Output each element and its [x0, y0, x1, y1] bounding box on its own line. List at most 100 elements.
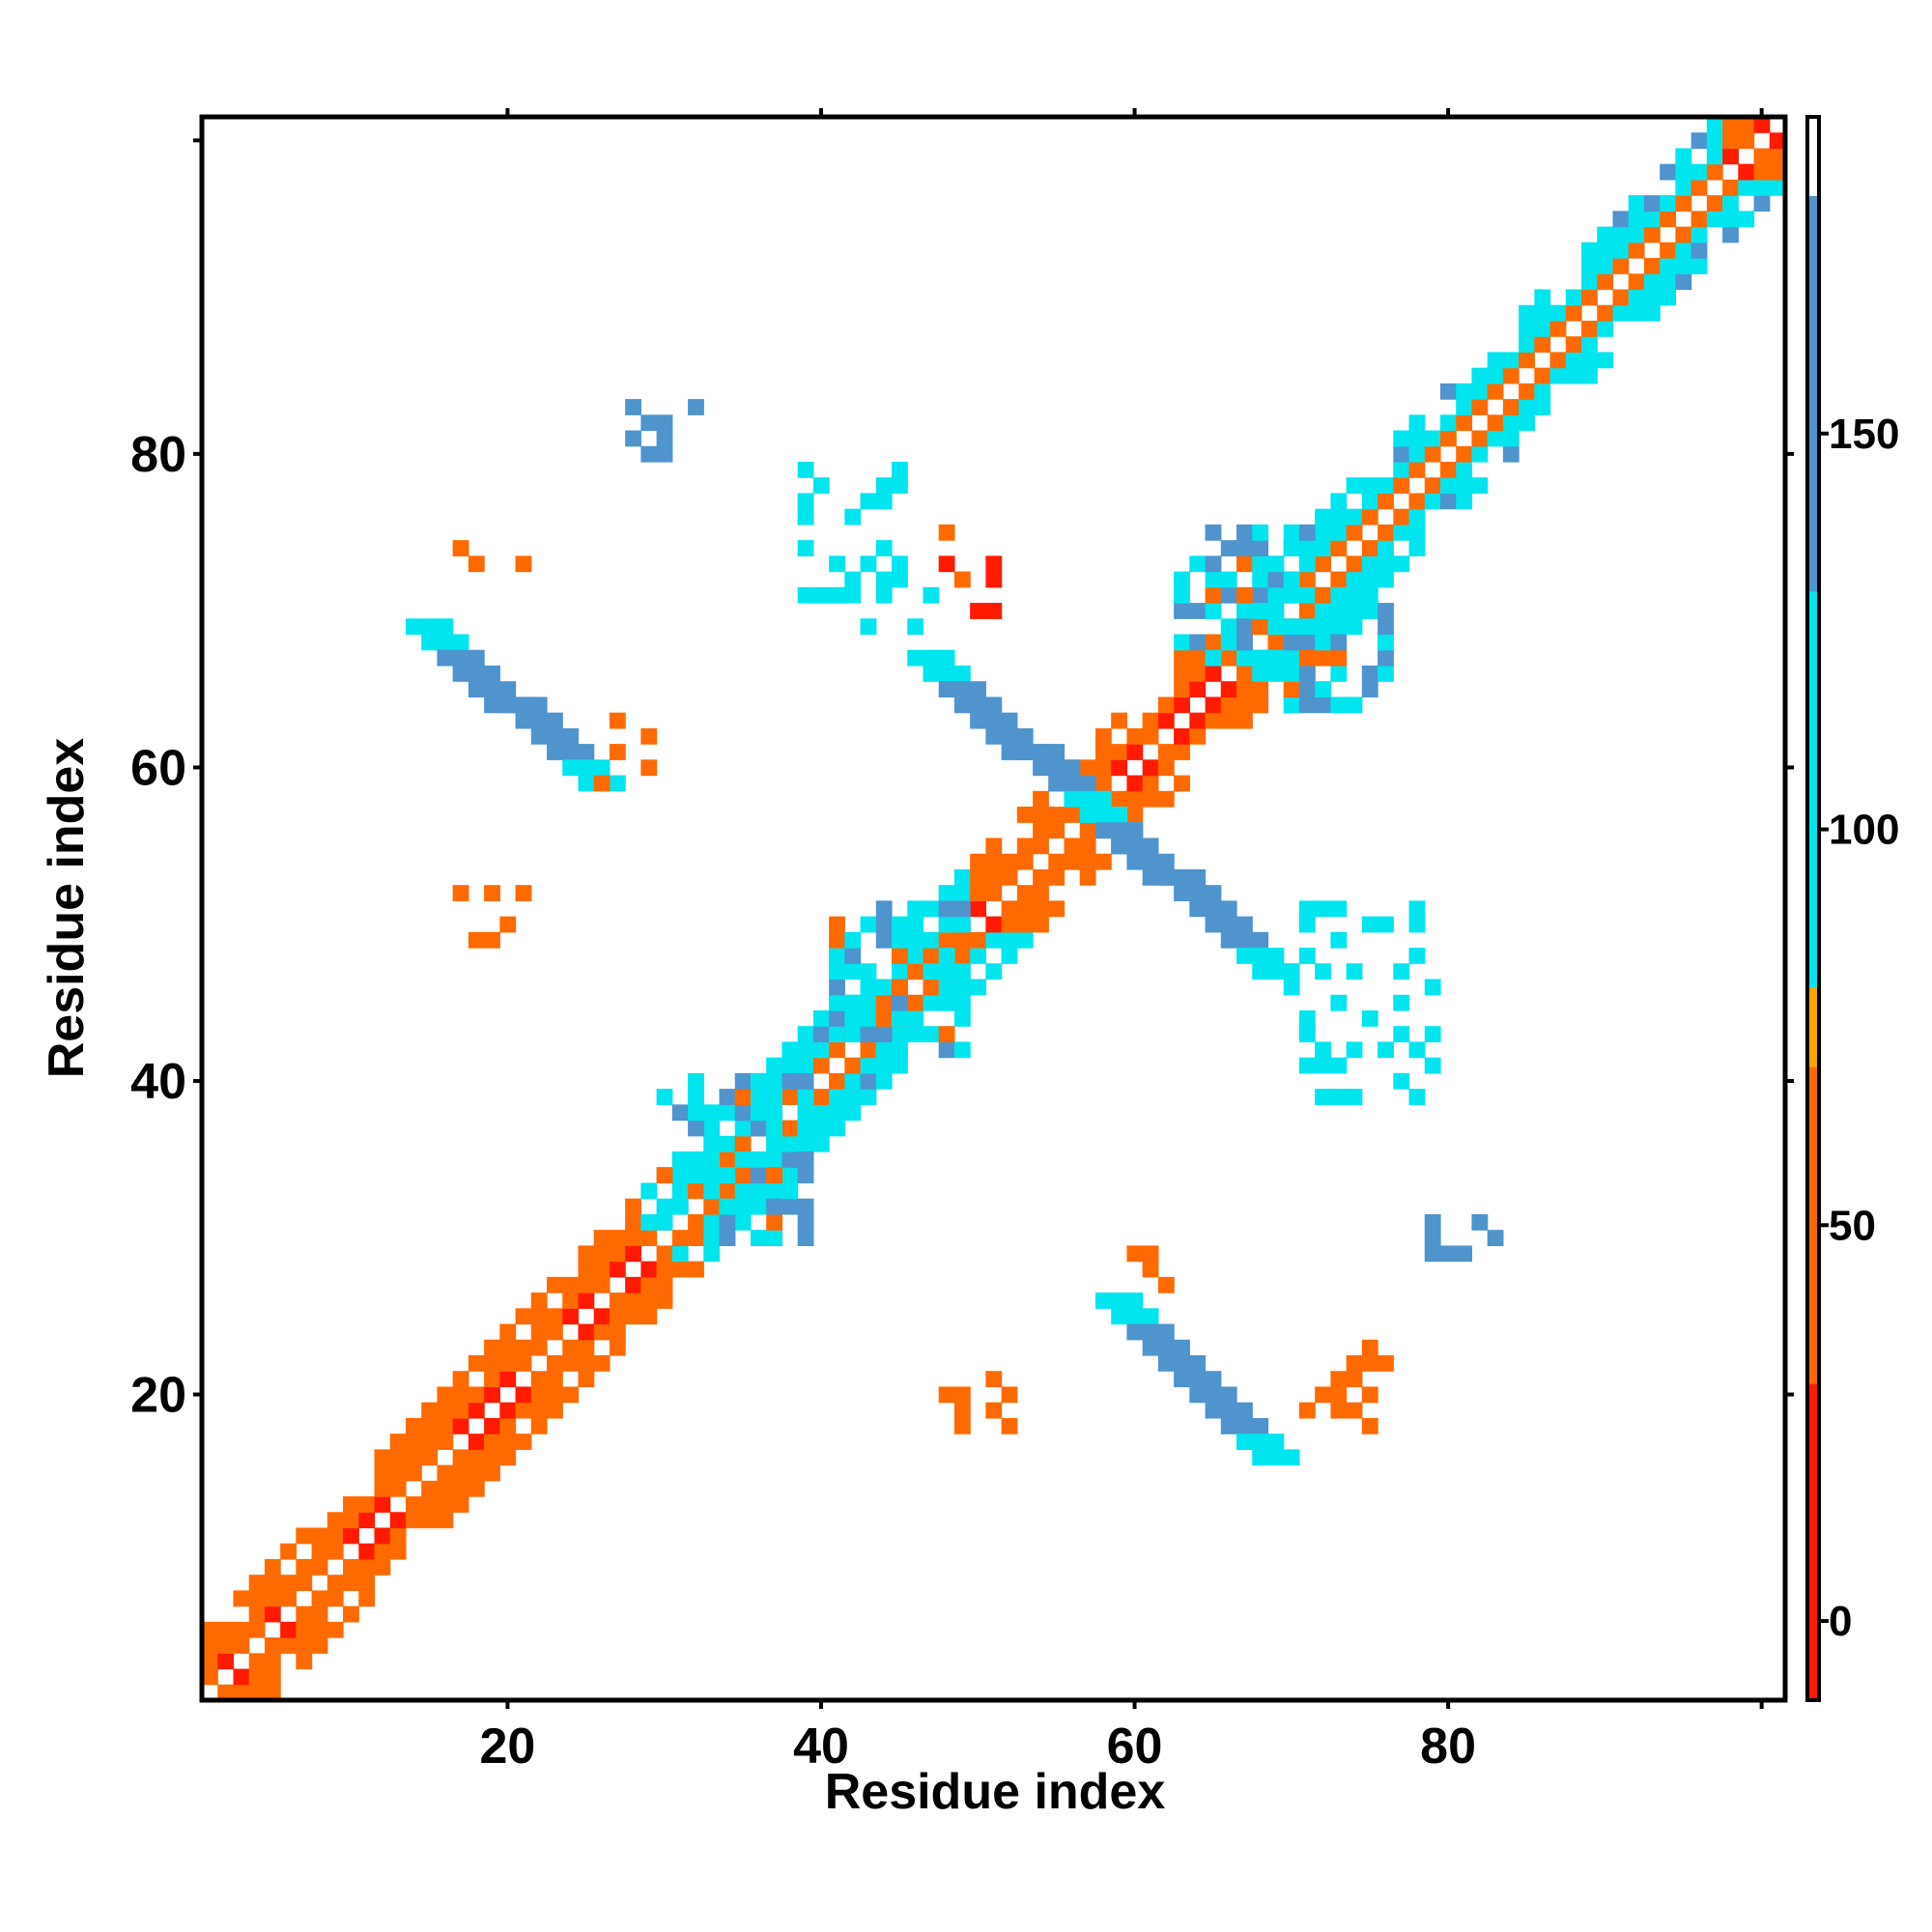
heatmap-cell [1126, 1293, 1144, 1309]
heatmap-cell [499, 1449, 517, 1466]
heatmap-cell [264, 1605, 281, 1623]
heatmap-cell [1220, 634, 1237, 651]
heatmap-cell [1033, 900, 1049, 918]
heatmap-cell [1628, 226, 1645, 243]
heatmap-cell [452, 634, 469, 651]
heatmap-cell [1628, 195, 1645, 212]
heatmap-cell [1298, 634, 1316, 651]
heatmap-cell [530, 696, 548, 714]
heatmap-cell [327, 1512, 344, 1529]
heatmap-cell [1361, 665, 1378, 682]
heatmap-cell [468, 931, 485, 949]
heatmap-cell [970, 603, 986, 619]
heatmap-cell [1174, 744, 1190, 760]
heatmap-cell [829, 1072, 845, 1090]
heatmap-cell [829, 916, 845, 933]
heatmap-cell [860, 1026, 877, 1043]
heatmap-cell [938, 1386, 955, 1404]
heatmap-cell [1393, 1026, 1410, 1043]
heatmap-cell [1393, 508, 1410, 526]
heatmap-cell [1612, 289, 1630, 306]
heatmap-cell [907, 963, 924, 980]
heatmap-cell [1111, 822, 1128, 839]
heatmap-cell [1267, 665, 1285, 682]
heatmap-cell [812, 1135, 830, 1152]
heatmap-cell [656, 1198, 673, 1215]
heatmap-cell [1079, 822, 1096, 839]
heatmap-cell [1236, 1417, 1253, 1435]
heatmap-cell [734, 1135, 752, 1152]
heatmap-cell [1174, 571, 1190, 588]
heatmap-cell [781, 1198, 799, 1215]
colorbar-tick-label: 100 [1829, 807, 1899, 854]
heatmap-cell [892, 555, 908, 573]
heatmap-cell [953, 931, 971, 949]
heatmap-cell [797, 1213, 814, 1231]
heatmap-cell [938, 555, 955, 573]
heatmap-cell [1722, 211, 1739, 228]
heatmap-cell [719, 1198, 736, 1215]
heatmap-cell [860, 1009, 877, 1027]
heatmap-cell [1220, 712, 1237, 729]
heatmap-cell [1048, 900, 1065, 918]
heatmap-cell [1456, 414, 1473, 432]
heatmap-cell [640, 1230, 658, 1246]
heatmap-cell [1174, 775, 1190, 792]
heatmap-cell [389, 1543, 407, 1560]
heatmap-cell [233, 1668, 250, 1686]
heatmap-cell [1549, 352, 1567, 369]
heatmap-cell [844, 963, 862, 980]
heatmap-cell [1252, 603, 1269, 619]
heatmap-cell [1439, 477, 1457, 495]
heatmap-cell [750, 1151, 767, 1168]
x-tick-label: 60 [1107, 1719, 1163, 1775]
heatmap-cell [530, 712, 548, 729]
heatmap-cell [343, 1512, 359, 1529]
heatmap-cell [484, 665, 500, 682]
heatmap-cell [1346, 618, 1363, 636]
heatmap-cell [1361, 1009, 1378, 1027]
heatmap-cell [719, 1167, 736, 1184]
heatmap-cell [1236, 603, 1253, 619]
heatmap-cell [1346, 1089, 1363, 1105]
heatmap-cell [1315, 1089, 1331, 1105]
heatmap-cell [1157, 853, 1175, 870]
heatmap-cell [1753, 179, 1771, 196]
heatmap-cell [625, 1308, 641, 1325]
heatmap-cell [640, 414, 658, 432]
heatmap-cell [938, 900, 955, 918]
heatmap-cell [1220, 931, 1237, 949]
heatmap-cell [844, 1104, 862, 1122]
heatmap-cell [797, 508, 814, 526]
heatmap-cell [1315, 618, 1331, 636]
heatmap-cell [609, 712, 626, 729]
heatmap-cell [484, 1371, 500, 1388]
heatmap-cell [248, 1605, 266, 1623]
heatmap-cell [264, 1590, 281, 1607]
heatmap-cell [609, 1293, 626, 1309]
heatmap-cell [671, 1104, 689, 1122]
heatmap-cell [437, 1512, 454, 1529]
heatmap-cell [1252, 1449, 1269, 1466]
heatmap-cell [1001, 1417, 1018, 1435]
heatmap-cell [1205, 524, 1222, 541]
heatmap-cell [202, 1653, 218, 1670]
heatmap-cell [1534, 304, 1551, 322]
heatmap-cell [578, 1354, 595, 1372]
heatmap-cell [1456, 462, 1473, 478]
heatmap-cell [484, 1386, 500, 1404]
heatmap-cell [1126, 838, 1144, 855]
heatmap-cell [1157, 1276, 1175, 1293]
heatmap-cell [970, 868, 986, 886]
heatmap-cell [1769, 148, 1786, 165]
heatmap-cell [437, 634, 454, 651]
heatmap-cell [421, 1434, 439, 1450]
heatmap-cell [750, 1120, 767, 1137]
heatmap-cell [719, 1213, 736, 1231]
heatmap-cell [719, 1151, 736, 1168]
heatmap-cell [953, 1417, 971, 1435]
heatmap-cell [656, 1167, 673, 1184]
heatmap-cell [1315, 603, 1331, 619]
heatmap-cell [358, 1575, 376, 1592]
heatmap-cell [609, 1261, 626, 1278]
